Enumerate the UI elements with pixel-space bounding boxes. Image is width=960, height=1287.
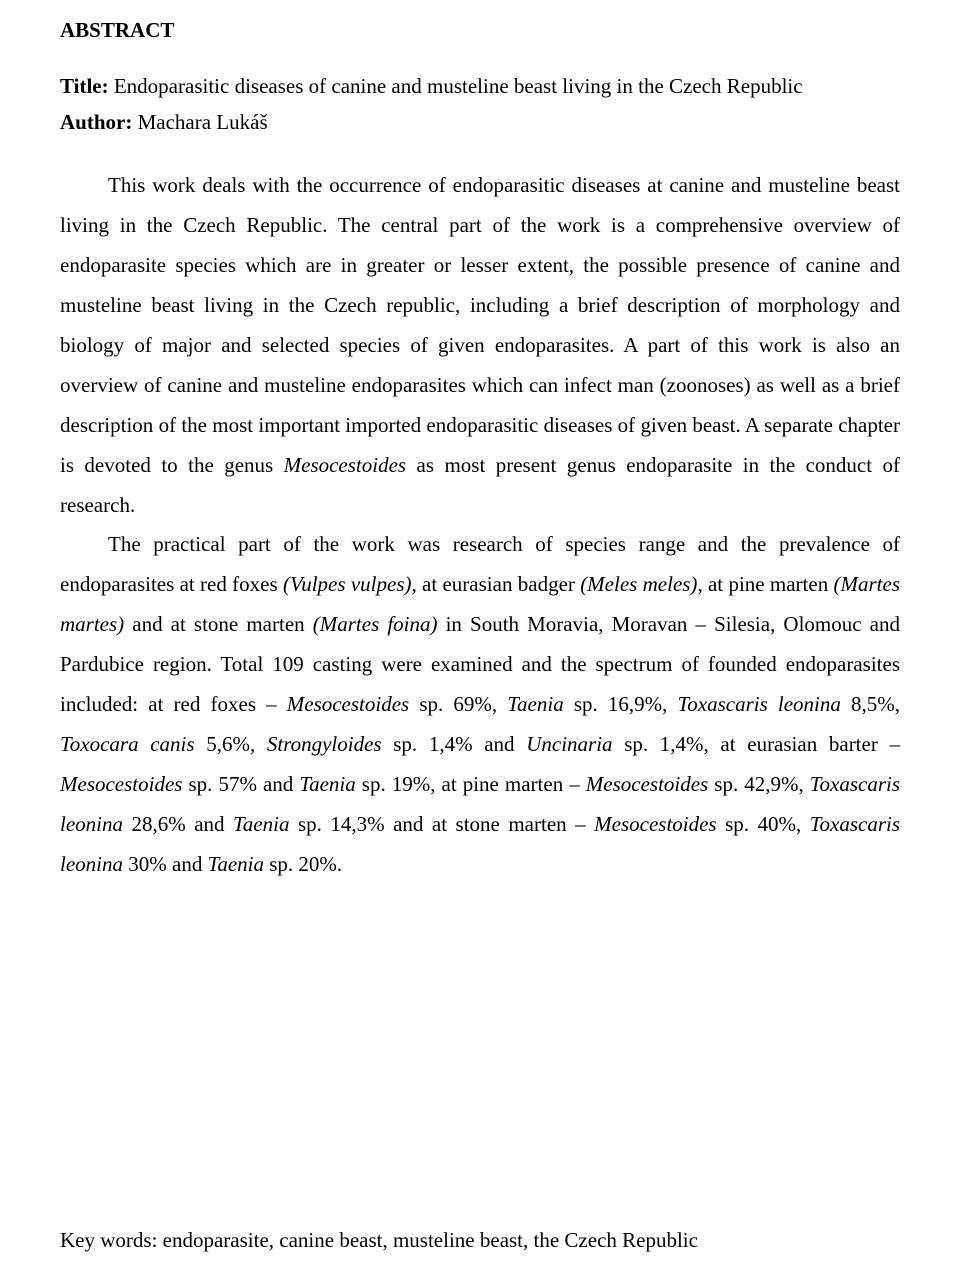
keywords-line: Key words: endoparasite, canine beast, m…	[60, 1223, 900, 1259]
p2-seg-g: and at stone marten	[124, 612, 313, 636]
abstract-body: This work deals with the occurrence of e…	[60, 166, 900, 884]
title-text: Endoparasitic diseases of canine and mus…	[109, 74, 803, 98]
p2-seg-o: 8,5%,	[841, 692, 900, 716]
p2-seg-y: sp. 19%, at pine marten –	[356, 772, 586, 796]
p2-seg-e: , at pine marten	[697, 572, 833, 596]
p2-seg-w: sp. 57% and	[182, 772, 299, 796]
title-label: Title:	[60, 74, 109, 98]
abstract-page: ABSTRACT Title: Endoparasitic diseases o…	[0, 0, 960, 1287]
p2-seg-m: sp. 16,9%,	[564, 692, 678, 716]
title-line: Title: Endoparasitic diseases of canine …	[60, 69, 900, 105]
p2-seg-ai: 30% and	[123, 852, 208, 876]
p2-seg-n: Toxascaris leonina	[678, 692, 841, 716]
p2-seg-ae: sp. 14,3% and at stone marten –	[289, 812, 594, 836]
p1-seg-a: This work deals with the occurrence of e…	[60, 173, 900, 476]
author-label: Author:	[60, 110, 132, 134]
p2-seg-r: Strongyloides	[267, 732, 382, 756]
p2-seg-ac: 28,6% and	[123, 812, 233, 836]
p2-seg-p: Toxocara canis	[60, 732, 195, 756]
p2-seg-d: (Meles meles)	[580, 572, 697, 596]
p2-seg-c: , at eurasian badger	[411, 572, 580, 596]
p1-seg-b: Mesocestoides	[284, 453, 406, 477]
paragraph-1: This work deals with the occurrence of e…	[60, 166, 900, 525]
p2-seg-h: (Martes foina)	[313, 612, 438, 636]
author-text: Machara Lukáš	[132, 110, 267, 134]
p2-seg-ag: sp. 40%,	[717, 812, 810, 836]
paragraph-2: The practical part of the work was resea…	[60, 525, 900, 884]
abstract-heading: ABSTRACT	[60, 18, 900, 43]
p2-seg-j: Mesocestoides	[287, 692, 409, 716]
p2-seg-t: Uncinaria	[526, 732, 612, 756]
meta-block: Title: Endoparasitic diseases of canine …	[60, 69, 900, 140]
p2-seg-aa: sp. 42,9%,	[708, 772, 810, 796]
p2-seg-af: Mesocestoides	[594, 812, 716, 836]
author-line: Author: Machara Lukáš	[60, 105, 900, 141]
p2-seg-z: Mesocestoides	[586, 772, 708, 796]
p2-seg-ak: sp. 20%.	[264, 852, 342, 876]
p2-seg-aj: Taenia	[208, 852, 264, 876]
p2-seg-u: sp. 1,4%, at eurasian barter –	[613, 732, 900, 756]
p2-seg-x: Taenia	[299, 772, 355, 796]
p2-seg-v: Mesocestoides	[60, 772, 182, 796]
p2-seg-l: Taenia	[507, 692, 563, 716]
p2-seg-s: sp. 1,4% and	[382, 732, 527, 756]
p2-seg-k: sp. 69%,	[409, 692, 507, 716]
p2-seg-ad: Taenia	[233, 812, 289, 836]
p2-seg-q: 5,6%,	[195, 732, 267, 756]
p2-seg-b: (Vulpes vulpes)	[283, 572, 412, 596]
